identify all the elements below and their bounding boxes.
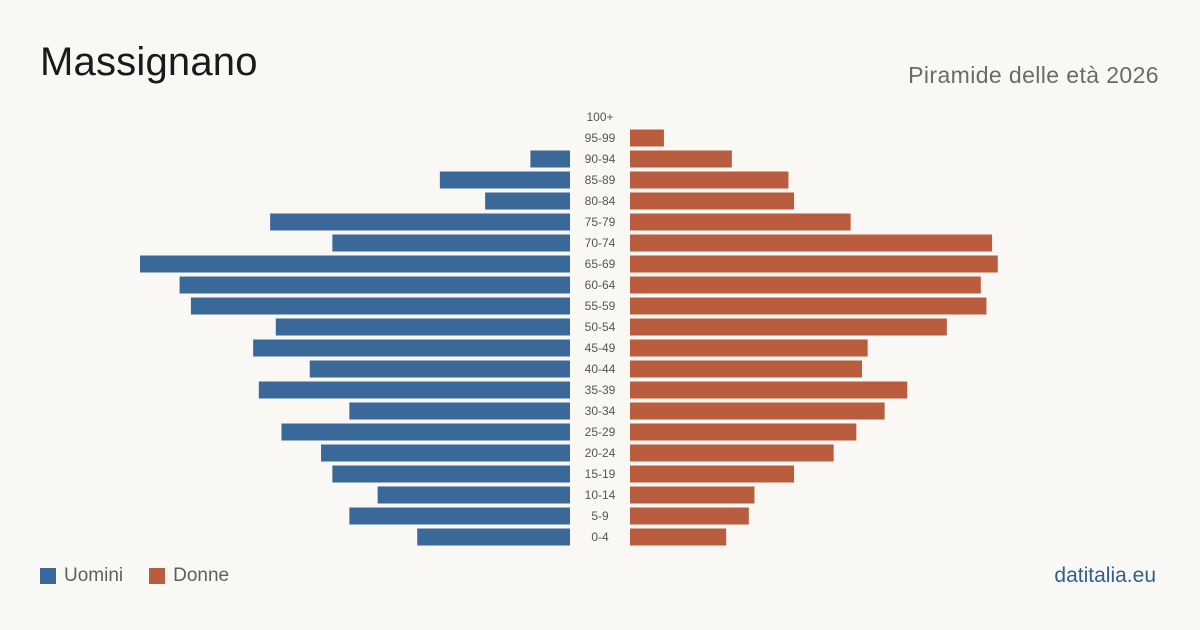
bar-male-25-29[interactable] (281, 423, 570, 441)
bar-male-45-49[interactable] (253, 339, 570, 357)
age-group-label: 5-9 (591, 509, 609, 523)
bar-male-20-24[interactable] (321, 444, 570, 462)
age-group-label: 55-59 (585, 299, 616, 313)
bar-female-65-69[interactable] (630, 255, 998, 273)
bar-female-85-89[interactable] (630, 171, 789, 189)
bar-female-45-49[interactable] (630, 339, 868, 357)
bar-male-35-39[interactable] (258, 381, 570, 399)
age-group-label: 60-64 (585, 278, 616, 292)
brand-link[interactable]: datitalia.eu (1054, 564, 1156, 587)
legend-label-female: Donne (173, 565, 230, 586)
age-group-label: 65-69 (585, 257, 616, 271)
age-group-label: 70-74 (585, 236, 616, 250)
age-group-label: 40-44 (585, 362, 616, 376)
bar-male-75-79[interactable] (270, 213, 570, 231)
bar-male-80-84[interactable] (485, 192, 570, 210)
bar-male-5-9[interactable] (349, 507, 570, 525)
age-group-label: 10-14 (585, 488, 616, 502)
bar-female-95-99[interactable] (630, 129, 664, 147)
bar-female-70-74[interactable] (630, 234, 993, 252)
age-group-label: 50-54 (585, 320, 616, 334)
bar-female-55-59[interactable] (630, 297, 987, 315)
bar-female-25-29[interactable] (630, 423, 857, 441)
bar-male-90-94[interactable] (530, 150, 570, 168)
age-group-label: 15-19 (585, 467, 616, 481)
bar-male-55-59[interactable] (190, 297, 570, 315)
bar-male-10-14[interactable] (377, 486, 570, 504)
legend-swatch-male (40, 568, 56, 584)
bar-female-10-14[interactable] (630, 486, 755, 504)
bar-female-80-84[interactable] (630, 192, 795, 210)
bar-male-40-44[interactable] (309, 360, 570, 378)
bar-male-50-54[interactable] (275, 318, 570, 336)
bar-female-20-24[interactable] (630, 444, 834, 462)
legend: Uomini Donne (40, 565, 255, 587)
bar-male-85-89[interactable] (439, 171, 570, 189)
age-group-label: 100+ (586, 110, 613, 124)
age-group-label: 85-89 (585, 173, 616, 187)
age-group-label: 80-84 (585, 194, 616, 208)
bar-female-0-4[interactable] (630, 528, 727, 546)
legend-swatch-female (149, 568, 166, 584)
bar-female-60-64[interactable] (630, 276, 981, 294)
bar-male-30-34[interactable] (349, 402, 570, 420)
bar-female-35-39[interactable] (630, 381, 908, 399)
age-group-label: 90-94 (585, 152, 616, 166)
age-group-label: 75-79 (585, 215, 616, 229)
age-group-label: 25-29 (585, 425, 616, 439)
bar-male-70-74[interactable] (332, 234, 570, 252)
bar-male-60-64[interactable] (179, 276, 570, 294)
bar-female-75-79[interactable] (630, 213, 851, 231)
bar-male-15-19[interactable] (332, 465, 570, 483)
bar-female-5-9[interactable] (630, 507, 749, 525)
chart-subtitle: Piramide delle età 2026 (908, 62, 1159, 88)
age-group-label: 95-99 (585, 131, 616, 145)
bar-female-40-44[interactable] (630, 360, 862, 378)
bar-female-15-19[interactable] (630, 465, 795, 483)
page-title: Massignano (40, 40, 258, 84)
legend-label-male: Uomini (64, 565, 124, 586)
bar-male-0-4[interactable] (417, 528, 570, 546)
legend-item-female: Donne (149, 565, 229, 587)
age-group-label: 20-24 (585, 446, 616, 460)
legend-item-male: Uomini (40, 565, 123, 587)
age-group-label: 45-49 (585, 341, 616, 355)
bar-female-30-34[interactable] (630, 402, 885, 420)
age-group-label: 30-34 (585, 404, 616, 418)
age-group-label: 35-39 (585, 383, 616, 397)
bar-female-50-54[interactable] (630, 318, 947, 336)
age-group-label: 0-4 (591, 530, 609, 544)
bar-female-90-94[interactable] (630, 150, 732, 168)
bar-male-65-69[interactable] (140, 255, 570, 273)
